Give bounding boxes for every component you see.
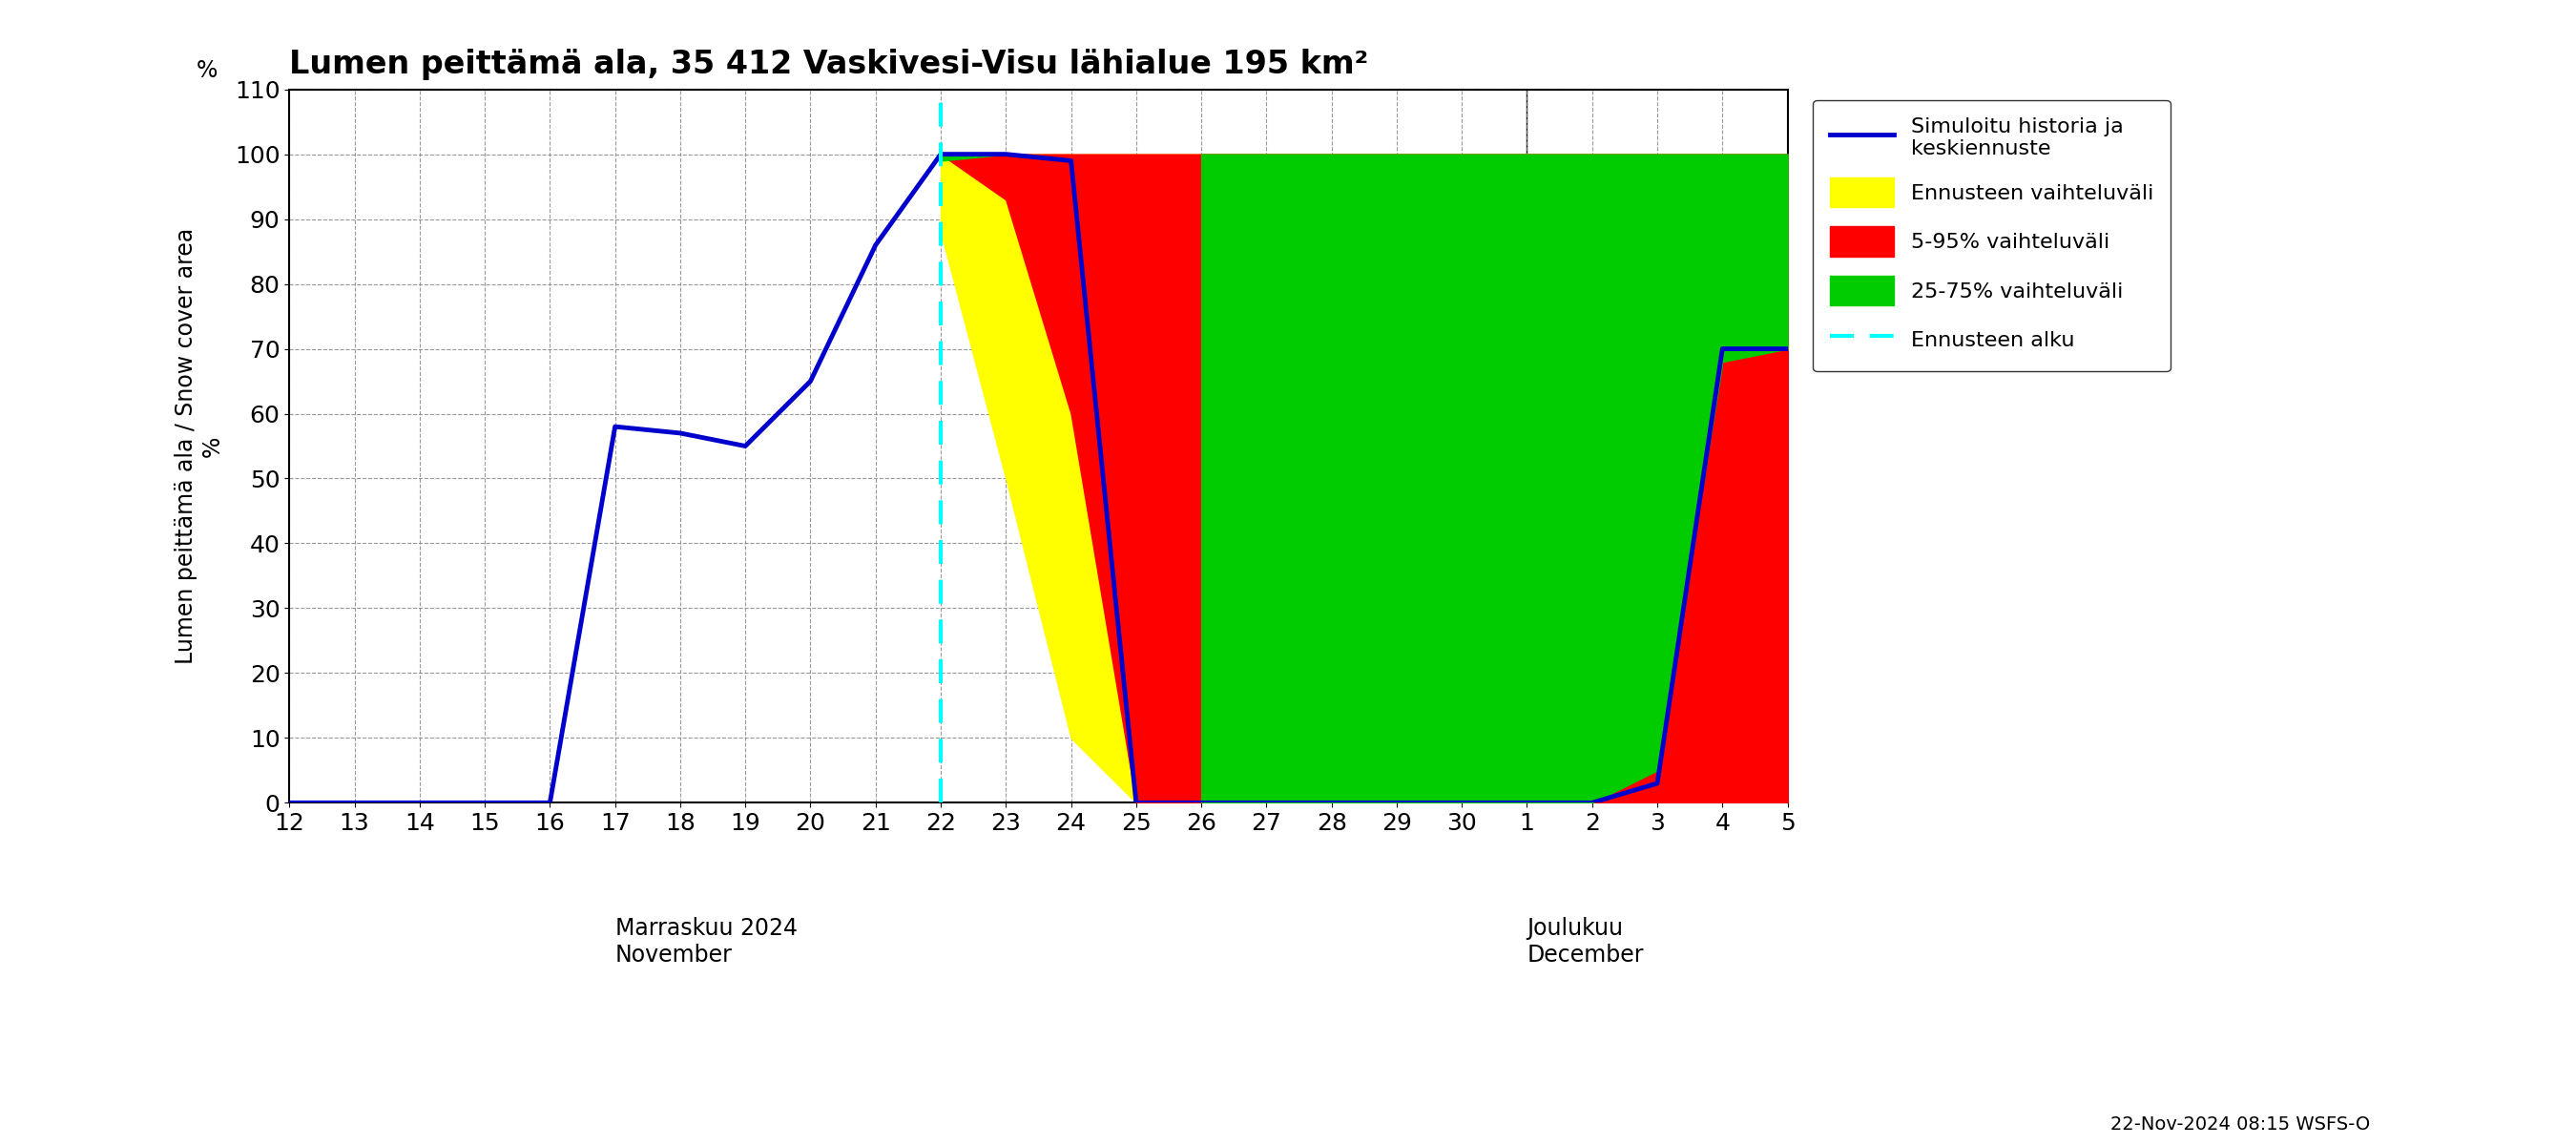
Text: %: % xyxy=(196,60,216,82)
Text: Marraskuu 2024
November: Marraskuu 2024 November xyxy=(616,917,796,966)
Text: Lumen peittämä ala, 35 412 Vaskivesi-Visu lähialue 195 km²: Lumen peittämä ala, 35 412 Vaskivesi-Vis… xyxy=(289,48,1368,80)
Text: Joulukuu
December: Joulukuu December xyxy=(1528,917,1643,966)
Legend: Simuloitu historia ja
keskiennuste, Ennusteen vaihteluväli, 5-95% vaihteluväli, : Simuloitu historia ja keskiennuste, Ennu… xyxy=(1814,100,2172,371)
Y-axis label: Lumen peittämä ala / Snow cover area
%: Lumen peittämä ala / Snow cover area % xyxy=(175,228,224,664)
Text: 22-Nov-2024 08:15 WSFS-O: 22-Nov-2024 08:15 WSFS-O xyxy=(2110,1115,2370,1134)
